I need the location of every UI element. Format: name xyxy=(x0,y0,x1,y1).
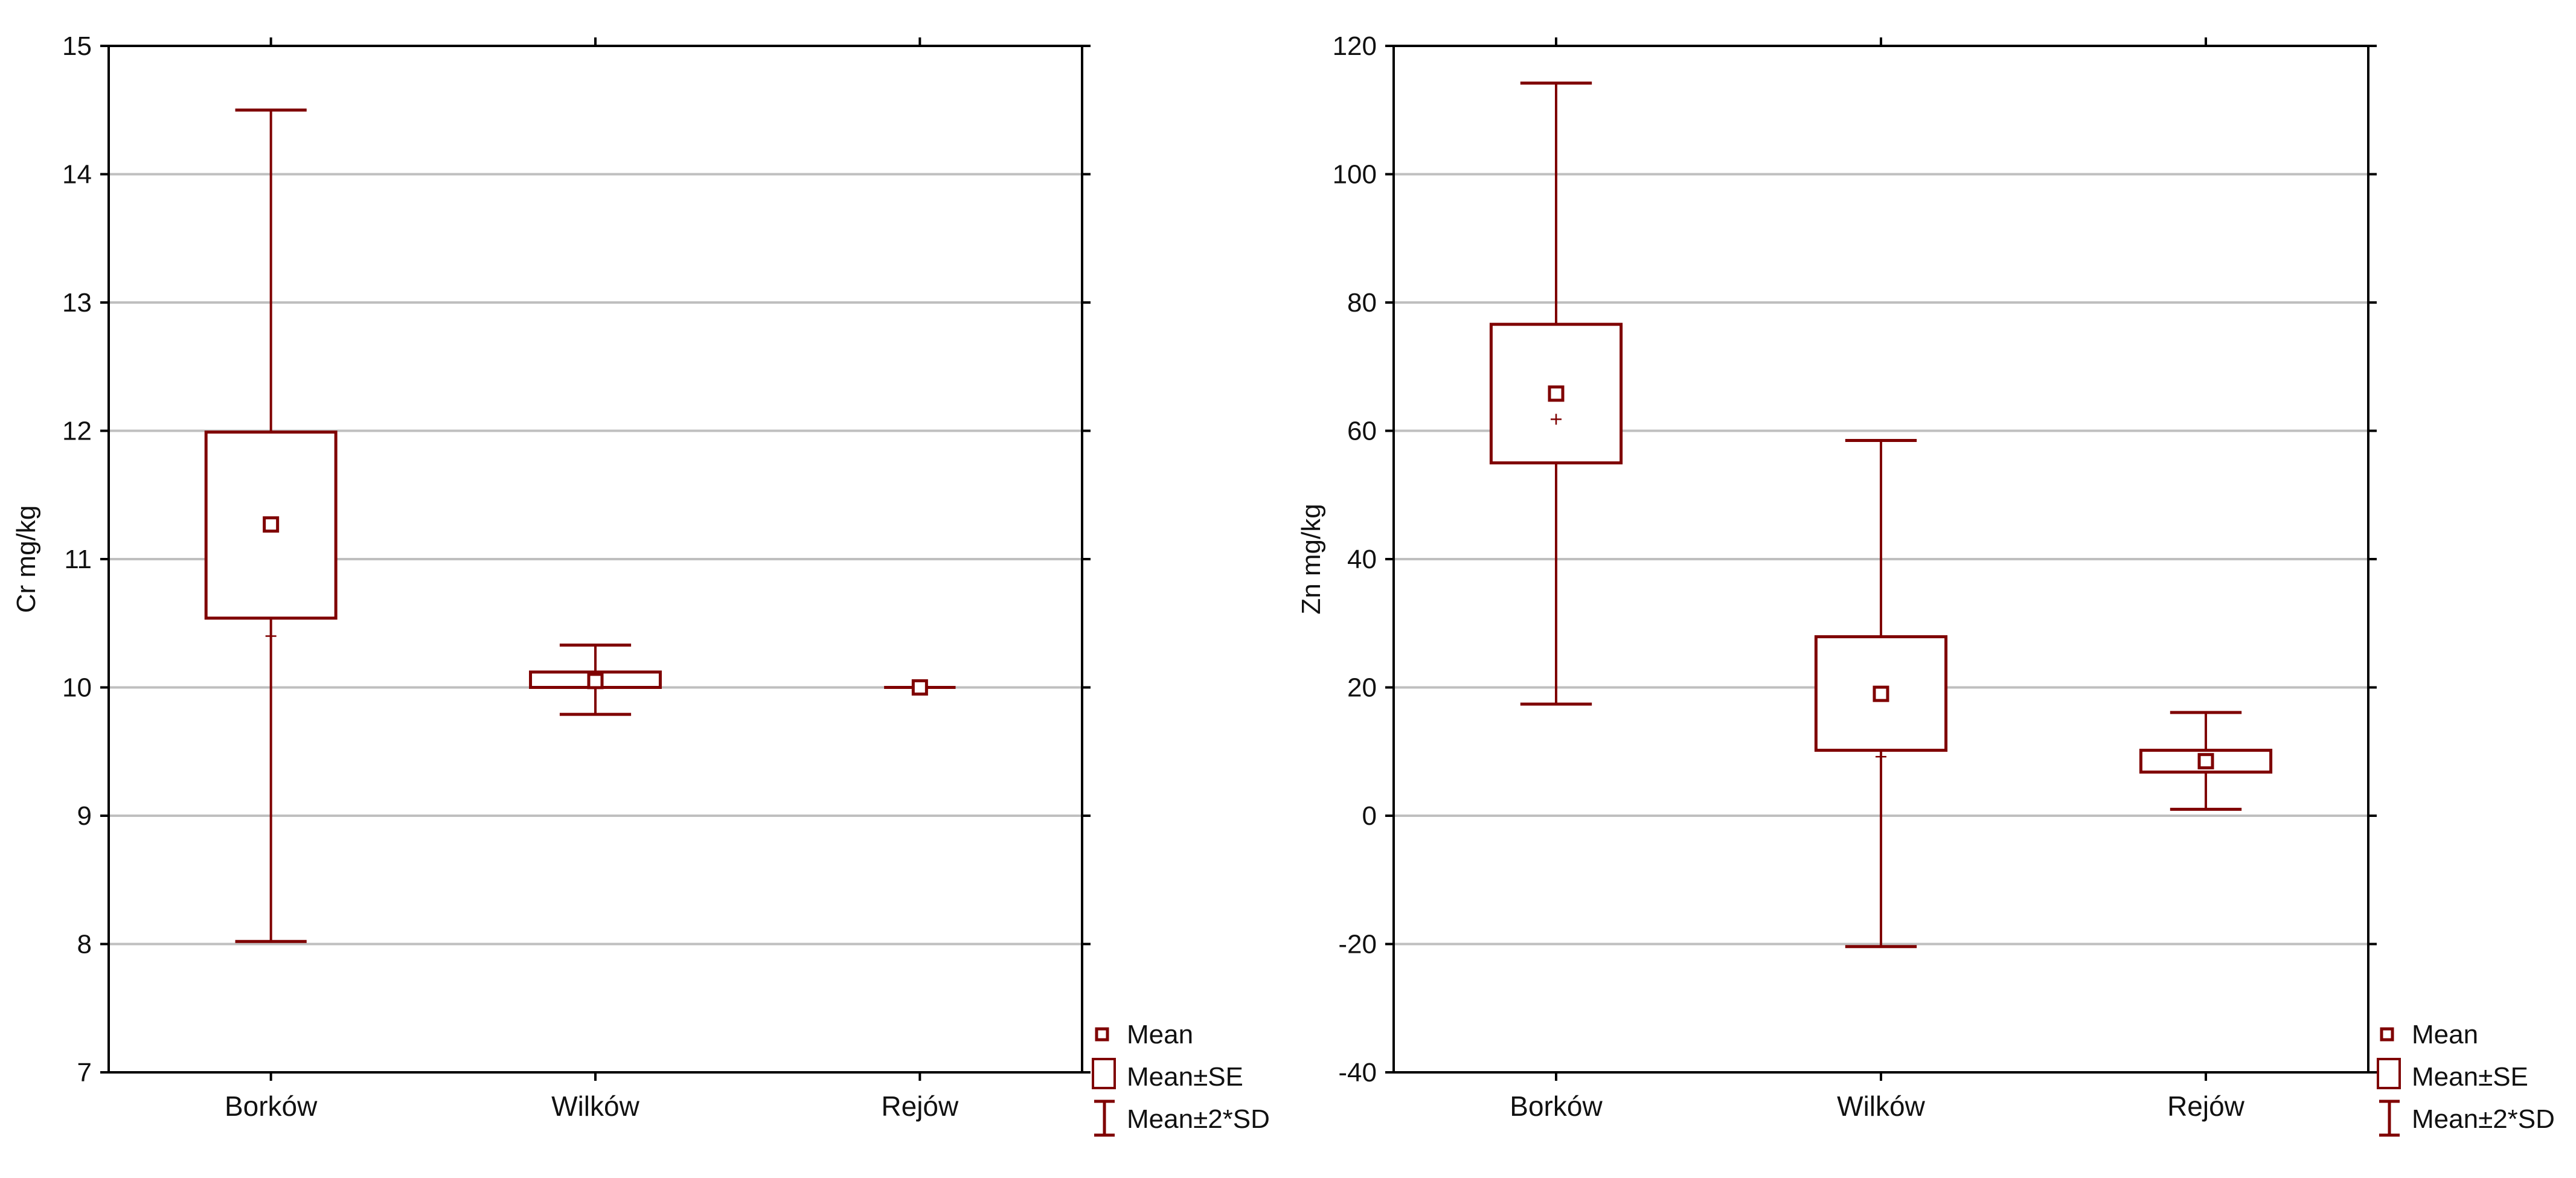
x-category-label: Rejów xyxy=(881,1090,959,1122)
mean-marker xyxy=(2197,753,2214,770)
legend-sd-label: Mean±2*SD xyxy=(2412,1104,2555,1134)
y-tick-label: 14 xyxy=(62,160,92,190)
y-tick-label: 11 xyxy=(64,545,92,574)
legend-se-symbol xyxy=(1092,1058,1116,1089)
mean-marker xyxy=(1548,385,1565,402)
x-category-label: Borków xyxy=(225,1090,318,1122)
legend: Mean Mean±SE Mean±2*SD xyxy=(1092,1020,1270,1137)
legend-mean-label: Mean xyxy=(1127,1020,1193,1049)
x-category-label: Wilków xyxy=(551,1090,639,1122)
y-tick-label: -20 xyxy=(1338,930,1377,959)
median-marker xyxy=(1551,414,1562,425)
legend-mean-symbol xyxy=(1095,1027,1109,1042)
y-tick-label: 60 xyxy=(1347,417,1377,446)
x-category-label: Borków xyxy=(1510,1090,1603,1122)
legend-sd-symbol xyxy=(1094,1100,1115,1137)
chart-panel-1: 7 8 9 10 11 12 13 14 15 Cr mg/kg Borków Wilków Rejów… xyxy=(11,31,1270,1137)
x-category-label: Rejów xyxy=(2167,1090,2245,1122)
mean-marker xyxy=(1873,685,1889,702)
y-tick-label: 7 xyxy=(77,1058,92,1087)
y-axis-label: Zn mg/kg xyxy=(1296,504,1326,614)
y-tick-label: 0 xyxy=(1362,801,1377,831)
y-tick-label: 100 xyxy=(1333,160,1377,190)
legend-sd-symbol xyxy=(2379,1100,2400,1137)
legend-mean-label: Mean xyxy=(2412,1020,2478,1049)
legend: Mean Mean±SE Mean±2*SD xyxy=(2377,1020,2555,1137)
series-Borków xyxy=(204,108,338,943)
y-axis-label: Cr mg/kg xyxy=(11,505,41,613)
y-tick-label: 9 xyxy=(77,801,92,831)
y-tick-label: 15 xyxy=(62,31,92,61)
y-tick-label: 80 xyxy=(1347,288,1377,318)
chart-panel-2: -40 -20 0 20 40 60 80 100 120 Zn mg/kg Borków Wilkó… xyxy=(1296,31,2555,1137)
series-Wilków xyxy=(1814,438,1948,949)
y-tick-label: -40 xyxy=(1338,1058,1377,1087)
legend-se-label: Mean±SE xyxy=(2412,1062,2528,1092)
y-tick-label: 20 xyxy=(1347,673,1377,703)
y-tick-label: 8 xyxy=(77,930,92,959)
legend-se-label: Mean±SE xyxy=(1127,1062,1243,1092)
mean-marker xyxy=(587,673,604,690)
series-Borków xyxy=(1489,82,1623,706)
y-tick-label: 40 xyxy=(1347,545,1377,574)
legend-se-symbol xyxy=(2377,1058,2401,1089)
series-Rejów xyxy=(2139,711,2273,811)
legend-sd-label: Mean±2*SD xyxy=(1127,1104,1270,1134)
x-category-label: Wilków xyxy=(1837,1090,1925,1122)
y-tick-label: 12 xyxy=(62,417,92,446)
median-marker xyxy=(1876,751,1886,763)
series-Wilków xyxy=(529,643,662,716)
legend-mean-symbol xyxy=(2380,1027,2394,1042)
mean-marker xyxy=(263,516,280,533)
mean-marker xyxy=(911,679,928,696)
series-Rejów xyxy=(884,679,956,696)
median-marker xyxy=(265,630,277,642)
y-tick-label: 120 xyxy=(1333,31,1377,61)
y-tick-label: 13 xyxy=(62,288,92,318)
y-tick-label: 10 xyxy=(62,673,92,703)
